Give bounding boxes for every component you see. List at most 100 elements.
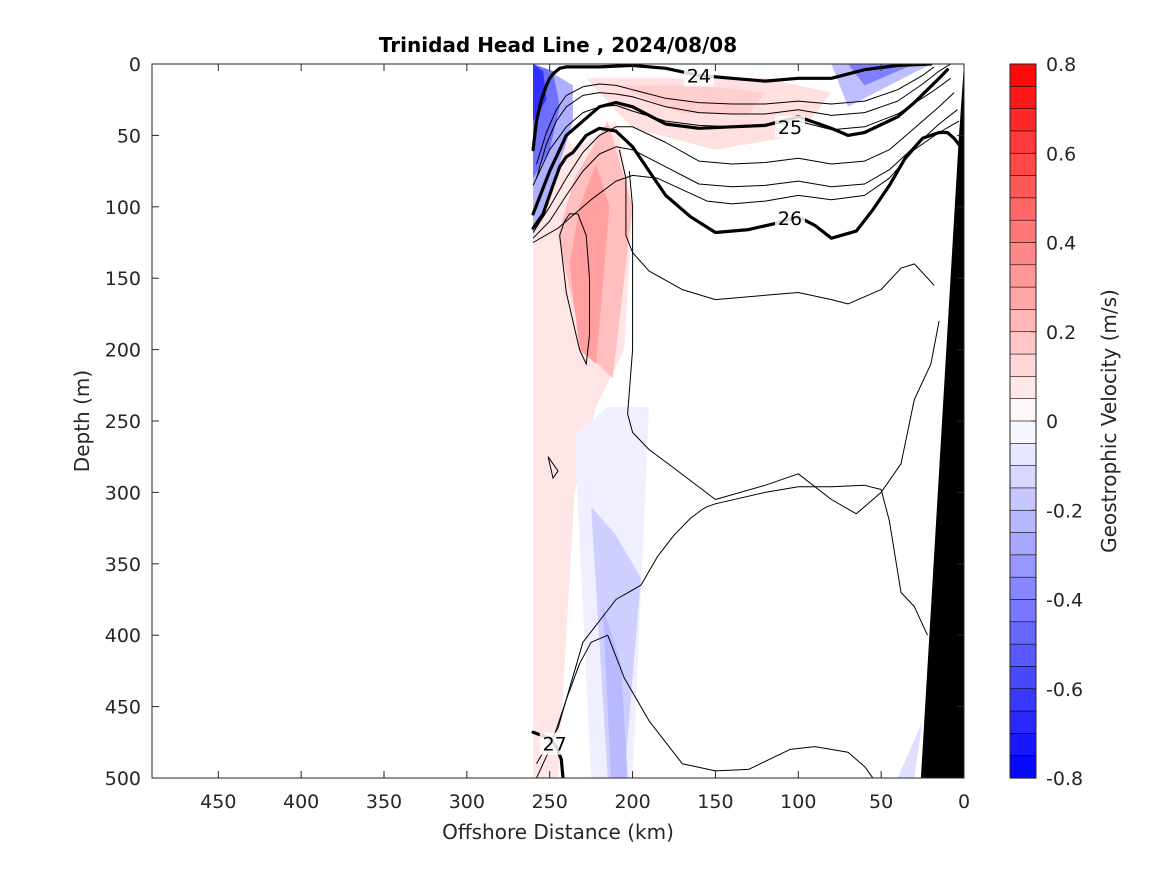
colorbar-tick-label: 0.6	[1046, 143, 1076, 165]
y-axis-ticks: 0 50 100 150 200 250 300 350 400 450 500	[105, 54, 964, 790]
colorbar-cell	[1009, 576, 1037, 601]
y-tick-label: 100	[105, 197, 141, 219]
isopycnal-26	[531, 126, 963, 240]
colorbar-cell	[1009, 487, 1037, 511]
colorbar-cell	[1009, 443, 1037, 467]
velocity-patch	[616, 85, 766, 114]
contour-label-layer: 24 25 26 27	[539, 64, 805, 756]
chart-title: Trinidad Head Line , 2024/08/08	[379, 33, 737, 57]
colorbar-cell	[1009, 219, 1037, 244]
isopycnal-minor	[536, 66, 935, 165]
contour-label-bg	[775, 207, 805, 230]
velocity-patch	[591, 506, 641, 778]
colorbar-cell	[1009, 130, 1037, 154]
contour-label-25: 25	[778, 117, 802, 139]
colorbar-ticks: 0.8 0.6 0.4 0.2 0 -0.2 -0.4 -0.6 -0.8	[1031, 54, 1083, 790]
contour-label-bg	[775, 115, 805, 138]
colorbar-tick-label: -0.2	[1046, 500, 1083, 522]
colorbar-cell	[1009, 733, 1037, 757]
seafloor-bathymetry	[920, 64, 964, 778]
isopycnal-25	[531, 68, 950, 216]
velocity-fill-layer	[533, 64, 931, 778]
y-tick-label: 150	[105, 268, 141, 290]
x-tick-label: 300	[449, 791, 485, 813]
y-tick-label: 450	[105, 697, 141, 719]
velocity-patch	[569, 164, 610, 364]
colorbar-cell	[1009, 376, 1037, 400]
isopycnal-minor	[532, 77, 951, 186]
y-tick-label: 200	[105, 340, 141, 362]
colorbar-tick-label: -0.4	[1046, 590, 1083, 612]
x-tick-label: 400	[283, 791, 319, 813]
isopycnal-minor	[627, 171, 940, 515]
isopycnal-minor	[536, 634, 874, 778]
colorbar-cell	[1009, 465, 1037, 489]
colorbar-cell	[1009, 353, 1037, 377]
y-tick-label: 400	[105, 625, 141, 647]
x-axis-label: Offshore Distance (km)	[442, 820, 674, 844]
colorbar-cell	[1009, 599, 1037, 623]
contour-label-26: 26	[778, 208, 802, 230]
colorbar-cell	[1009, 420, 1037, 444]
x-tick-label: 450	[200, 791, 236, 813]
x-tick-label: 0	[958, 791, 970, 813]
y-tick-label: 250	[105, 411, 141, 433]
x-tick-label: 50	[869, 791, 893, 813]
contour-label-27: 27	[543, 734, 567, 756]
y-tick-label: 300	[105, 482, 141, 504]
colorbar-cell	[1009, 242, 1037, 266]
x-tick-label: 350	[366, 791, 402, 813]
isopycnal-24	[531, 64, 933, 152]
isopycnal-minor	[532, 92, 955, 233]
isopycnal-closed	[547, 456, 559, 480]
colorbar-tick-label: 0.2	[1046, 322, 1076, 344]
colorbar-cell	[1009, 688, 1037, 712]
contour-label-bg	[539, 732, 570, 755]
y-tick-label: 350	[105, 554, 141, 576]
isopycnal-minor	[532, 120, 960, 243]
colorbar-cell	[1009, 509, 1037, 534]
y-tick-label: 500	[105, 768, 141, 790]
colorbar-tick-label: 0.4	[1046, 233, 1076, 255]
colorbar: 0.8 0.6 0.4 0.2 0 -0.2 -0.4 -0.6 -0.8 Geostrophi…	[1009, 54, 1121, 790]
colorbar-cell	[1009, 643, 1037, 668]
velocity-patch	[831, 64, 931, 107]
colorbar-tick-label: -0.8	[1046, 768, 1083, 790]
colorbar-cell	[1009, 86, 1037, 110]
isopycnal-closed	[559, 213, 590, 366]
x-tick-label: 150	[697, 791, 733, 813]
x-axis-ticks: 450 400 350 300 250 200 150 100 50 0	[200, 64, 970, 813]
isopycnal-minor	[532, 109, 958, 239]
x-tick-label: 250	[532, 791, 568, 813]
y-axis-label: Depth (m)	[70, 370, 94, 472]
colorbar-tick-label: 0.8	[1046, 54, 1076, 76]
bathymetry-layer	[920, 64, 964, 778]
colorbar-cell	[1009, 63, 1037, 87]
colorbar-tick-label: -0.6	[1046, 679, 1083, 701]
contour-label-bg	[683, 64, 714, 87]
x-tick-label: 200	[614, 791, 650, 813]
x-tick-label: 100	[780, 791, 816, 813]
colorbar-cell	[1009, 175, 1037, 199]
colorbar-cell	[1009, 621, 1037, 645]
velocity-patch	[897, 720, 923, 778]
colorbar-tick-label: 0	[1046, 411, 1058, 433]
colorbar-cell	[1009, 264, 1037, 288]
colorbar-cell	[1009, 108, 1037, 132]
colorbar-cell	[1009, 666, 1037, 690]
colorbar-cell	[1009, 554, 1037, 578]
velocity-patch	[602, 606, 628, 778]
contour-label-24: 24	[687, 65, 711, 87]
colorbar-cell	[1009, 197, 1037, 221]
y-tick-label: 0	[129, 54, 141, 76]
colorbar-cell	[1009, 331, 1037, 355]
plot-area: 24 25 26 27	[152, 64, 964, 778]
colorbar-cell	[1009, 398, 1037, 422]
y-tick-label: 50	[117, 125, 141, 147]
colorbar-cell	[1009, 309, 1037, 333]
isopycnal-minor	[536, 484, 928, 764]
colorbar-cell	[1009, 710, 1037, 734]
colorbar-cell	[1009, 286, 1037, 311]
colorbar-label: Geostrophic Velocity (m/s)	[1097, 289, 1121, 553]
